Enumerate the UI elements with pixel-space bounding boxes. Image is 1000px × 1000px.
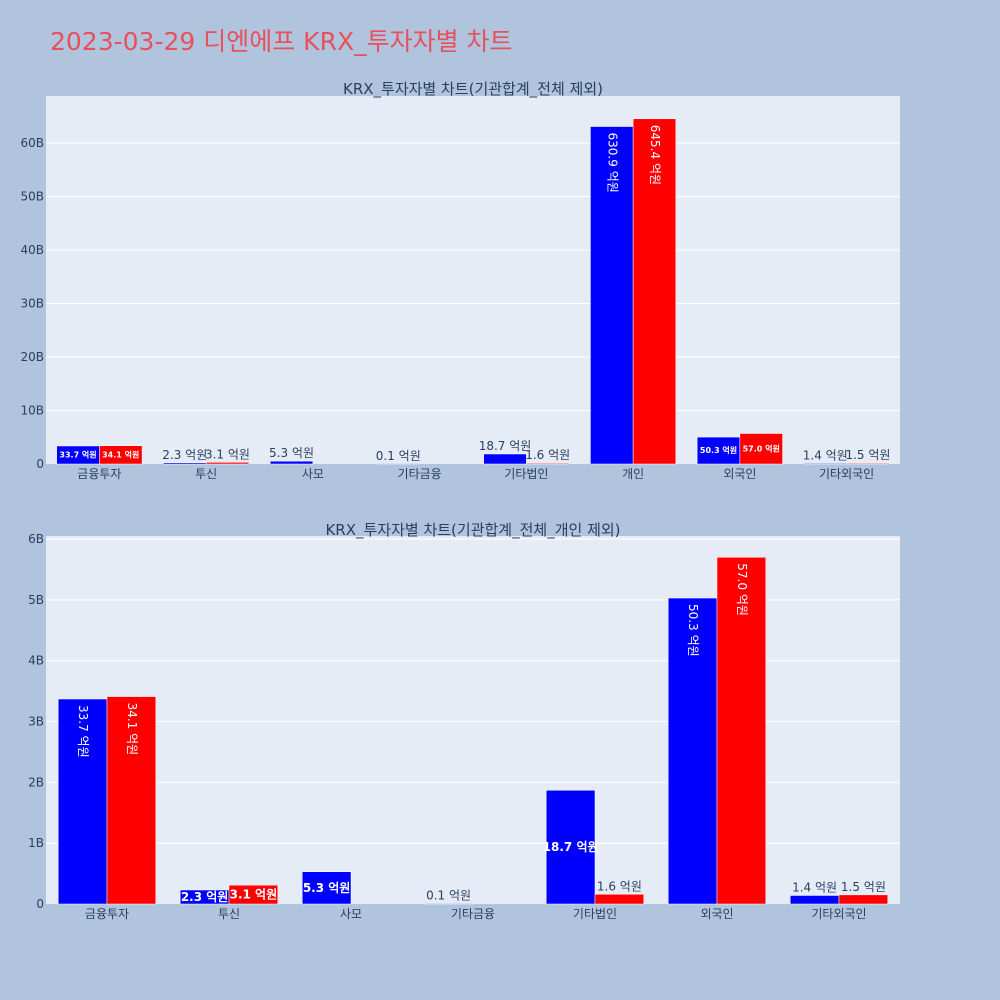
data-label: 0.1 억원 <box>426 888 471 902</box>
y-tick-label: 6B <box>28 532 44 546</box>
data-label: 1.6 억원 <box>525 448 570 462</box>
x-tick-label: 외국인 <box>723 467 756 481</box>
x-tick-label: 투신 <box>218 907 240 921</box>
x-tick-label: 개인 <box>622 467 644 481</box>
chart-title-2: KRX_투자자별 차트(기관합계_전체_개인 제외) <box>325 521 620 540</box>
data-label: 1.5 억원 <box>841 880 886 894</box>
data-label: 18.7 억원 <box>479 439 532 453</box>
bar <box>696 436 741 465</box>
bar <box>716 557 767 905</box>
x-tick-label: 사모 <box>340 907 362 921</box>
y-tick-label: 5B <box>28 593 44 607</box>
data-label: 2.3 억원 <box>162 448 207 462</box>
data-label: 34.1 억원 <box>102 450 139 460</box>
y-tick-label: 30B <box>20 297 44 311</box>
bar <box>594 894 645 905</box>
data-label: 1.6 억원 <box>597 879 642 893</box>
data-label: 1.4 억원 <box>792 880 837 894</box>
x-tick-label: 기타금융 <box>398 467 442 481</box>
x-tick-label: 기타금융 <box>451 907 495 921</box>
data-label: 3.1 억원 <box>205 447 250 461</box>
x-tick-label: 기타외국인 <box>811 907 866 921</box>
bar <box>590 126 634 465</box>
x-tick-label: 금융투자 <box>77 467 121 481</box>
bar <box>838 894 889 905</box>
data-label: 50.3 억원 <box>686 604 700 657</box>
y-tick-label: 40B <box>20 243 44 257</box>
x-tick-label: 기타법인 <box>504 467 548 481</box>
data-label: 57.0 억원 <box>735 563 749 616</box>
y-tick-label: 1B <box>28 836 44 850</box>
bar <box>803 463 847 465</box>
bar <box>57 698 108 905</box>
bar <box>789 895 840 905</box>
plot-area-1 <box>46 96 900 464</box>
data-label: 1.5 억원 <box>845 448 890 462</box>
y-tick-label: 0 <box>36 457 44 471</box>
x-tick-label: 외국인 <box>700 907 733 921</box>
data-label: 645.4 억원 <box>648 125 662 185</box>
y-tick-label: 10B <box>20 404 44 418</box>
data-label: 3.1 억원 <box>230 888 278 902</box>
data-label: 50.3 억원 <box>700 445 737 455</box>
bar <box>739 433 783 465</box>
bar <box>99 445 143 465</box>
bar <box>526 462 570 465</box>
x-tick-label: 투신 <box>195 467 217 481</box>
bar <box>269 460 314 465</box>
y-tick-label: 4B <box>28 654 44 668</box>
data-label: 5.3 억원 <box>269 446 314 460</box>
y-tick-label: 50B <box>20 190 44 204</box>
y-tick-label: 0 <box>36 897 44 911</box>
bar <box>545 790 596 905</box>
x-tick-label: 사모 <box>302 467 324 481</box>
y-tick-label: 3B <box>28 715 44 729</box>
bar <box>483 453 527 465</box>
bar <box>667 597 718 905</box>
plot-area-2 <box>46 536 900 904</box>
page-title: 2023-03-29 디엔에프 KRX_투자자별 차트 <box>50 27 513 56</box>
y-tick-label: 20B <box>20 350 44 364</box>
data-label: 2.3 억원 <box>181 890 229 904</box>
bar <box>163 462 207 465</box>
bar <box>301 871 352 905</box>
data-label: 18.7 억원 <box>543 840 599 854</box>
y-tick-label: 2B <box>28 775 44 789</box>
bar <box>376 463 420 465</box>
chart-title-1: KRX_투자자별 차트(기관합계_전체 제외) <box>343 80 603 99</box>
y-tick-label: 60B <box>20 136 44 150</box>
data-label: 0.1 억원 <box>376 449 421 463</box>
bar <box>632 118 677 465</box>
data-label: 34.1 억원 <box>125 703 139 756</box>
data-label: 1.4 억원 <box>803 448 848 462</box>
bar <box>205 462 250 465</box>
x-tick-label: 기타외국인 <box>819 467 874 481</box>
data-label: 5.3 억원 <box>303 881 351 895</box>
bar <box>423 903 474 905</box>
bar <box>228 884 279 905</box>
x-tick-label: 금융투자 <box>85 907 129 921</box>
data-label: 630.9 억원 <box>605 133 619 193</box>
bar <box>846 462 890 465</box>
data-label: 33.7 억원 <box>76 705 90 758</box>
x-tick-label: 기타법인 <box>573 907 617 921</box>
data-label: 57.0 억원 <box>743 443 780 453</box>
data-label: 33.7 억원 <box>59 450 96 460</box>
bar <box>106 696 157 905</box>
